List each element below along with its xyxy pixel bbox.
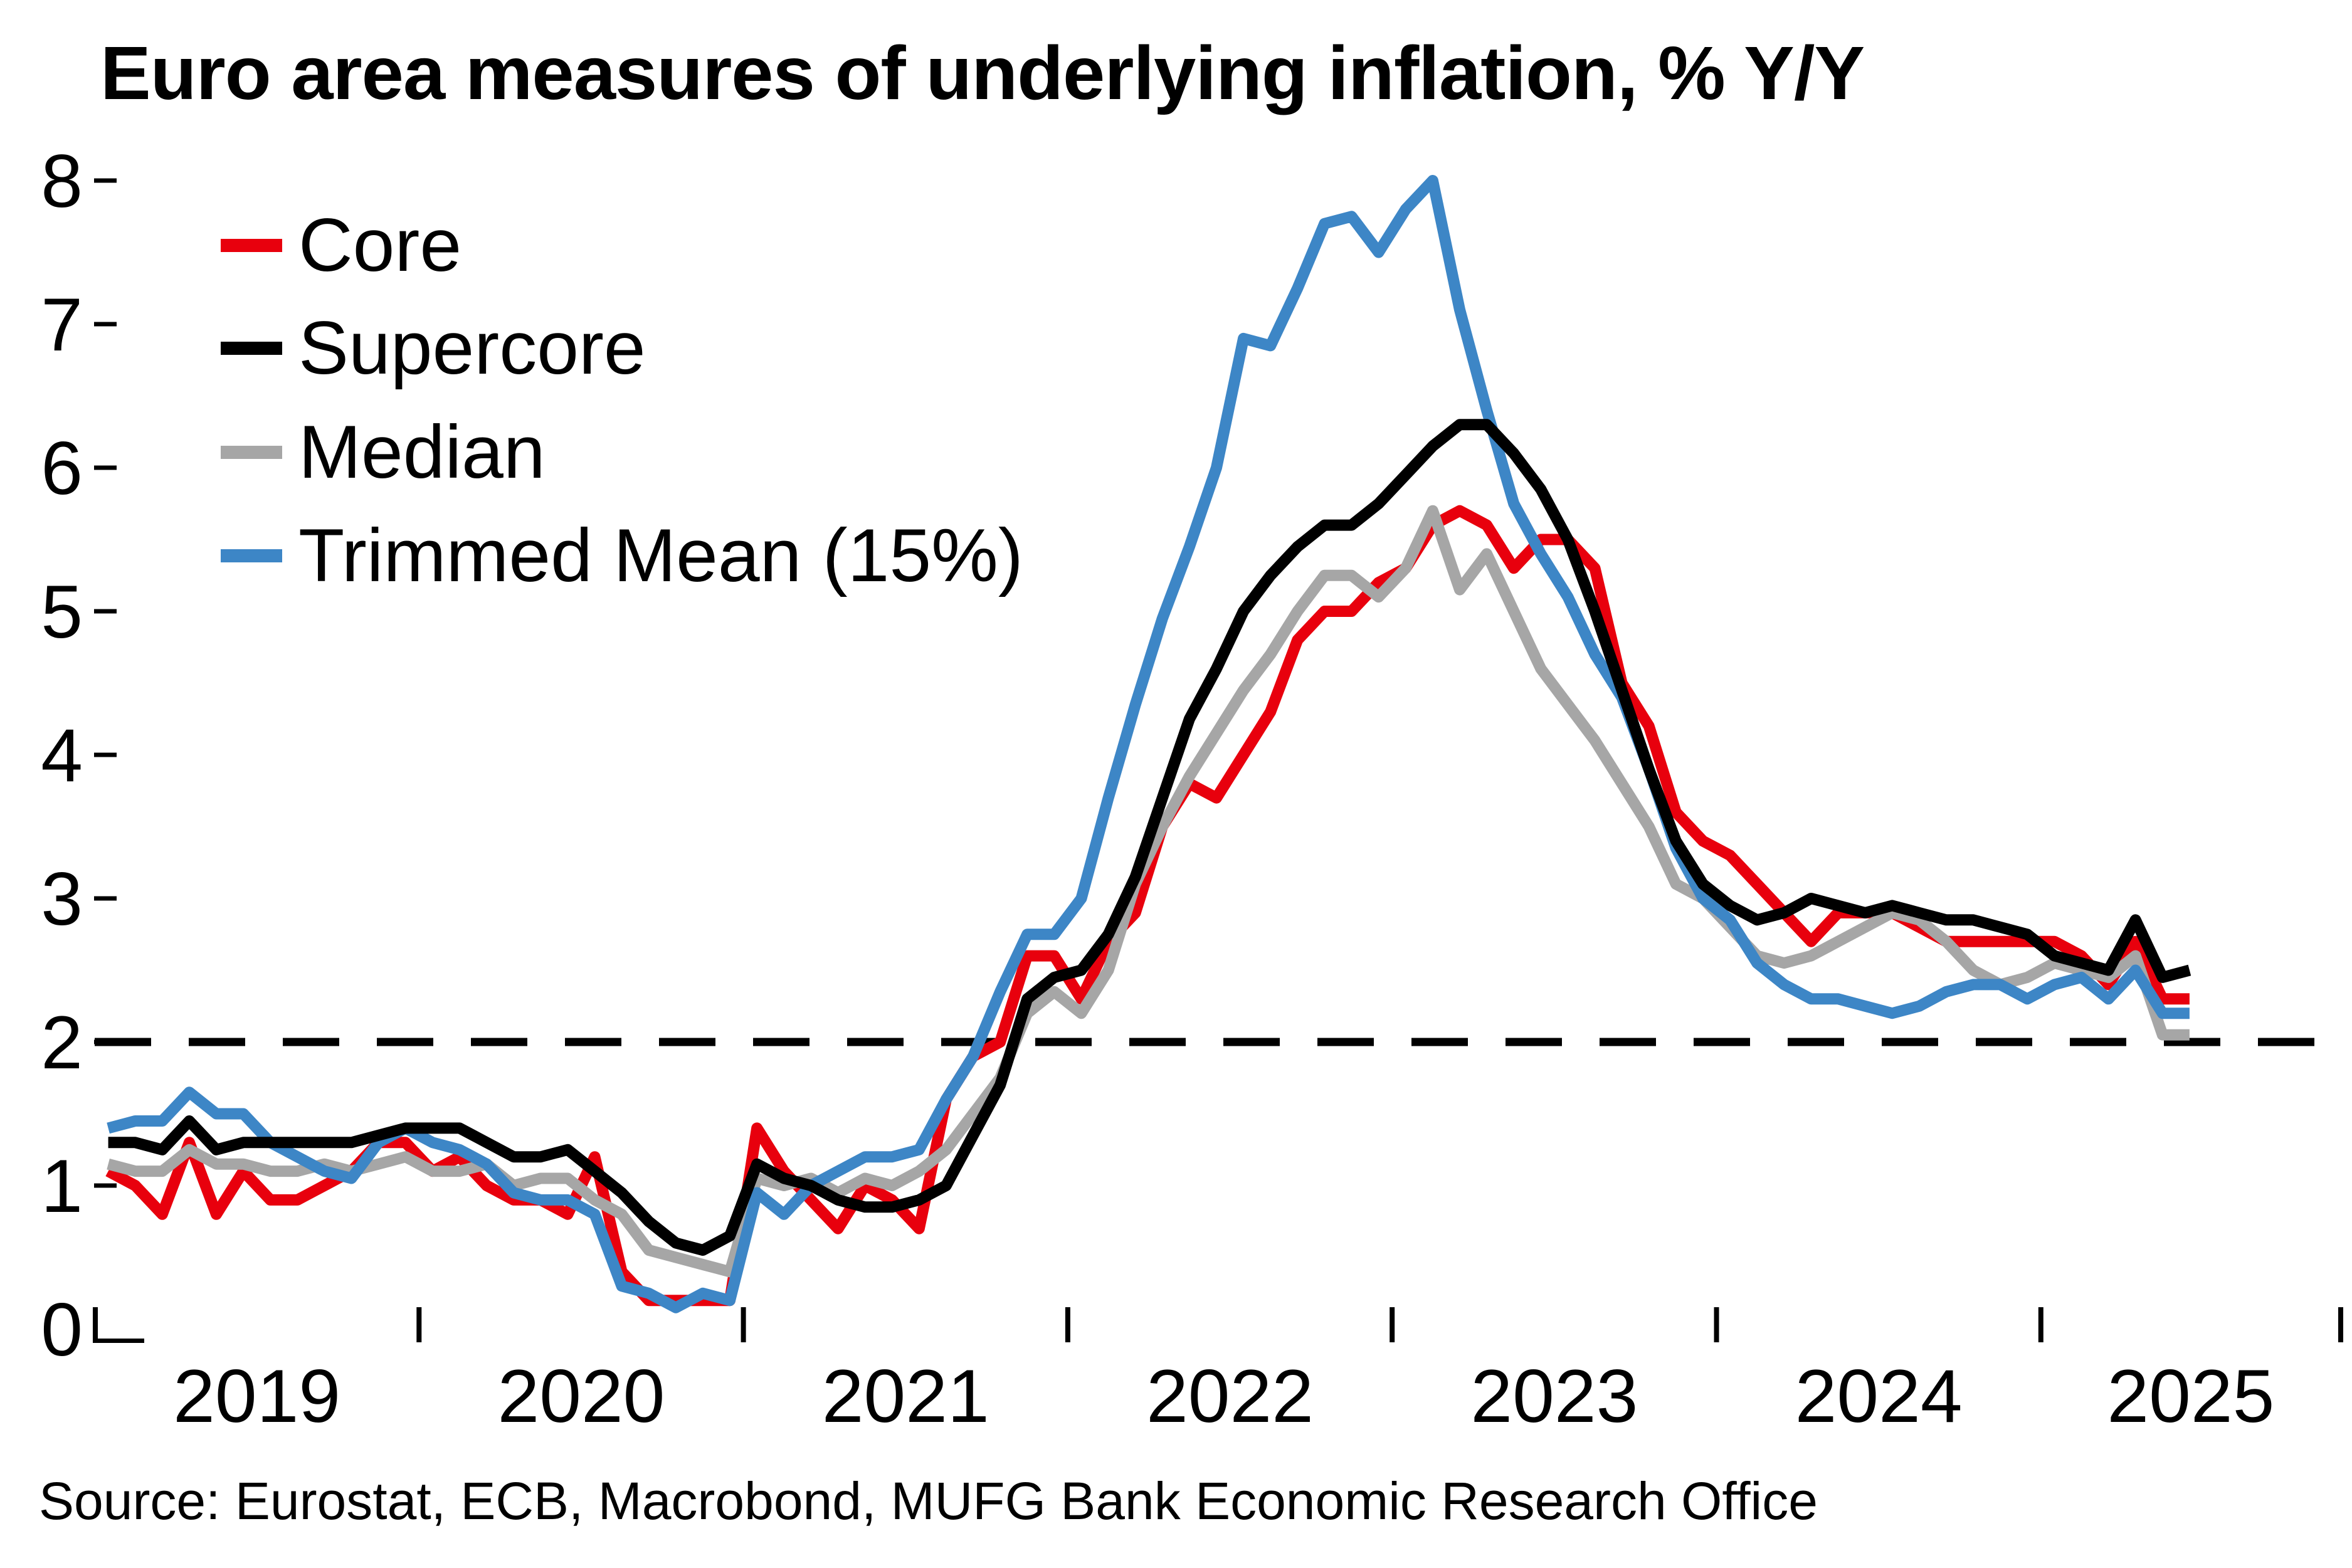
y-axis-label-2: 2 — [41, 1001, 83, 1085]
series-line-trimmed-mean-15 — [107, 175, 2190, 1313]
y-axis-tick-8 — [94, 178, 117, 183]
y-axis-label-3: 3 — [41, 857, 83, 941]
x-axis-label-2022: 2022 — [1146, 1354, 1314, 1438]
y-axis-label-6: 6 — [41, 426, 83, 510]
x-axis-label-2019: 2019 — [173, 1354, 340, 1438]
x-axis-tick-end — [2338, 1307, 2343, 1342]
series-line-core — [105, 505, 2190, 1307]
series-line-supercore — [108, 419, 2191, 1256]
legend-item-core: Core — [221, 207, 461, 283]
y-axis-label-5: 5 — [41, 570, 83, 654]
x-axis-tick-2023 — [1390, 1307, 1395, 1342]
x-axis-tick-2021 — [741, 1307, 746, 1342]
legend-label-core: Core — [298, 203, 462, 287]
core-line-swatch-icon — [221, 238, 282, 252]
legend-label-median: Median — [298, 410, 546, 494]
y-axis-tick-3 — [94, 896, 117, 901]
y-axis-tick-5 — [94, 609, 117, 614]
supercore-line-swatch-icon — [221, 341, 282, 355]
legend-item-median: Median — [221, 414, 546, 490]
trimmed-mean-line-swatch-icon — [221, 549, 282, 562]
chart-title: Euro area measures of underlying inflati… — [100, 30, 1865, 115]
y-axis-tick-4 — [94, 752, 117, 757]
y-axis-tick-6 — [94, 465, 117, 470]
y-axis-label-8: 8 — [41, 139, 83, 223]
y-axis-label-0: 0 — [41, 1288, 83, 1372]
source-attribution: Source: Eurostat, ECB, Macrobond, MUFG B… — [39, 1471, 1818, 1530]
legend-item-trimmed-mean: Trimmed Mean (15%) — [221, 517, 1023, 594]
x-axis-tick-2022 — [1065, 1307, 1070, 1342]
x-axis-label-2024: 2024 — [1795, 1354, 1963, 1438]
y-axis-label-7: 7 — [41, 283, 83, 367]
legend-label-trimmed-mean: Trimmed Mean (15%) — [298, 513, 1023, 597]
y-axis-label-4: 4 — [41, 713, 83, 797]
y-axis-label-1: 1 — [41, 1144, 83, 1228]
x-axis-tick-2025 — [2038, 1307, 2043, 1342]
x-axis-corner-base — [93, 1339, 144, 1343]
legend-label-supercore: Supercore — [298, 306, 646, 390]
x-axis-tick-2020 — [416, 1307, 422, 1342]
x-axis-label-2023: 2023 — [1470, 1354, 1638, 1438]
median-line-swatch-icon — [221, 445, 282, 459]
x-axis-corner-tick — [93, 1307, 98, 1343]
y-axis-tick-7 — [94, 322, 117, 327]
x-axis-tick-2024 — [1714, 1307, 1719, 1342]
x-axis-label-2025: 2025 — [2107, 1354, 2274, 1438]
x-axis-label-2020: 2020 — [497, 1354, 665, 1438]
x-axis-label-2021: 2021 — [822, 1354, 989, 1438]
series-line-median — [107, 505, 2190, 1278]
y-axis-tick-1 — [94, 1183, 117, 1188]
legend-item-supercore: Supercore — [221, 310, 646, 386]
